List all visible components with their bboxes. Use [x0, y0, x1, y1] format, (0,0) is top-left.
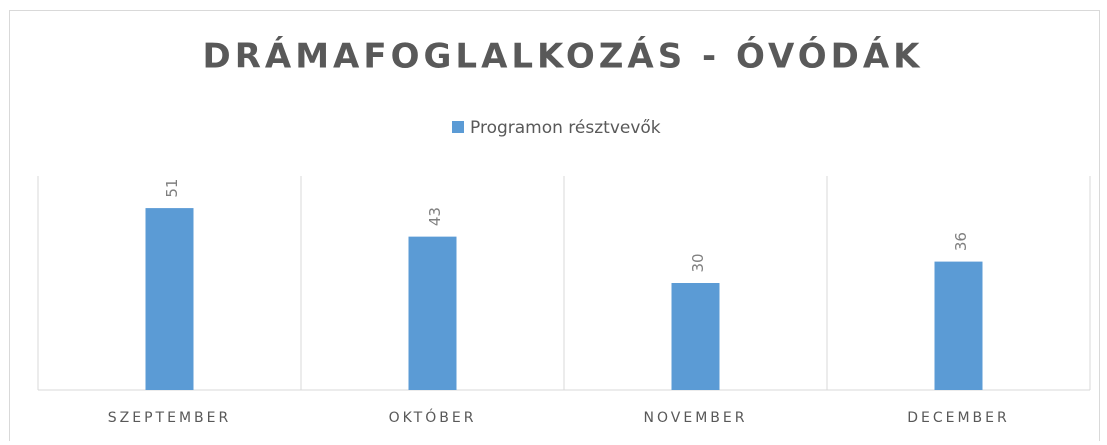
- data-label: 51: [163, 179, 181, 198]
- legend-label: Programon résztvevők: [470, 118, 661, 138]
- x-tick-label: DECEMBER: [907, 410, 1010, 426]
- bar: [934, 261, 983, 390]
- x-tick-label: OKTÓBER: [389, 408, 477, 426]
- x-tick-label: SZEPTEMBER: [108, 410, 231, 426]
- chart-title: DRÁMAFOGLALKOZÁS - ÓVÓDÁK: [203, 36, 924, 77]
- bar: [408, 236, 457, 390]
- bar: [145, 208, 194, 390]
- data-label: 43: [426, 207, 444, 226]
- data-label: 30: [689, 253, 707, 272]
- data-label: 36: [952, 232, 970, 251]
- bar: [671, 283, 720, 390]
- x-tick-label: NOVEMBER: [644, 410, 748, 426]
- legend-swatch: [452, 121, 464, 133]
